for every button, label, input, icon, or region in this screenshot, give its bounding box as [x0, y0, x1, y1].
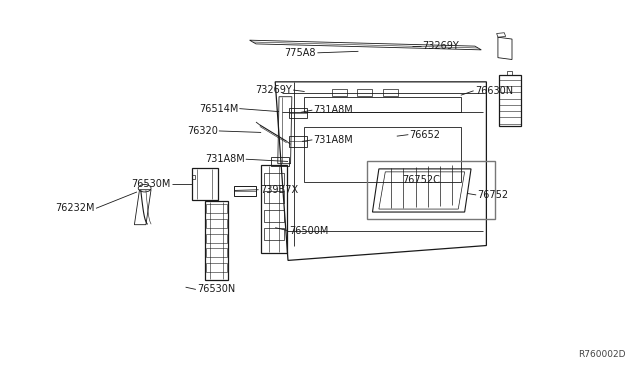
Text: 76320: 76320	[187, 126, 218, 136]
Text: 731A8M: 731A8M	[205, 154, 244, 164]
Text: 73269Y: 73269Y	[255, 85, 292, 95]
Text: 76752C: 76752C	[402, 175, 440, 185]
Text: 731A8M: 731A8M	[314, 135, 353, 145]
Text: 76500M: 76500M	[289, 226, 329, 235]
Text: 76514M: 76514M	[198, 104, 238, 113]
Text: 775A8: 775A8	[285, 48, 316, 58]
Text: 731A8M: 731A8M	[314, 105, 353, 115]
Text: 76530M: 76530M	[131, 179, 170, 189]
Text: 73269Y: 73269Y	[422, 41, 459, 51]
Text: 739B7X: 739B7X	[260, 185, 298, 195]
Bar	[367, 161, 495, 219]
Text: 76652: 76652	[410, 130, 440, 140]
Text: R760002D: R760002D	[579, 350, 626, 359]
Text: 76752: 76752	[477, 190, 509, 200]
Text: 76530N: 76530N	[197, 285, 236, 294]
Text: 76232M: 76232M	[55, 203, 95, 213]
Text: 76630N: 76630N	[475, 86, 513, 96]
